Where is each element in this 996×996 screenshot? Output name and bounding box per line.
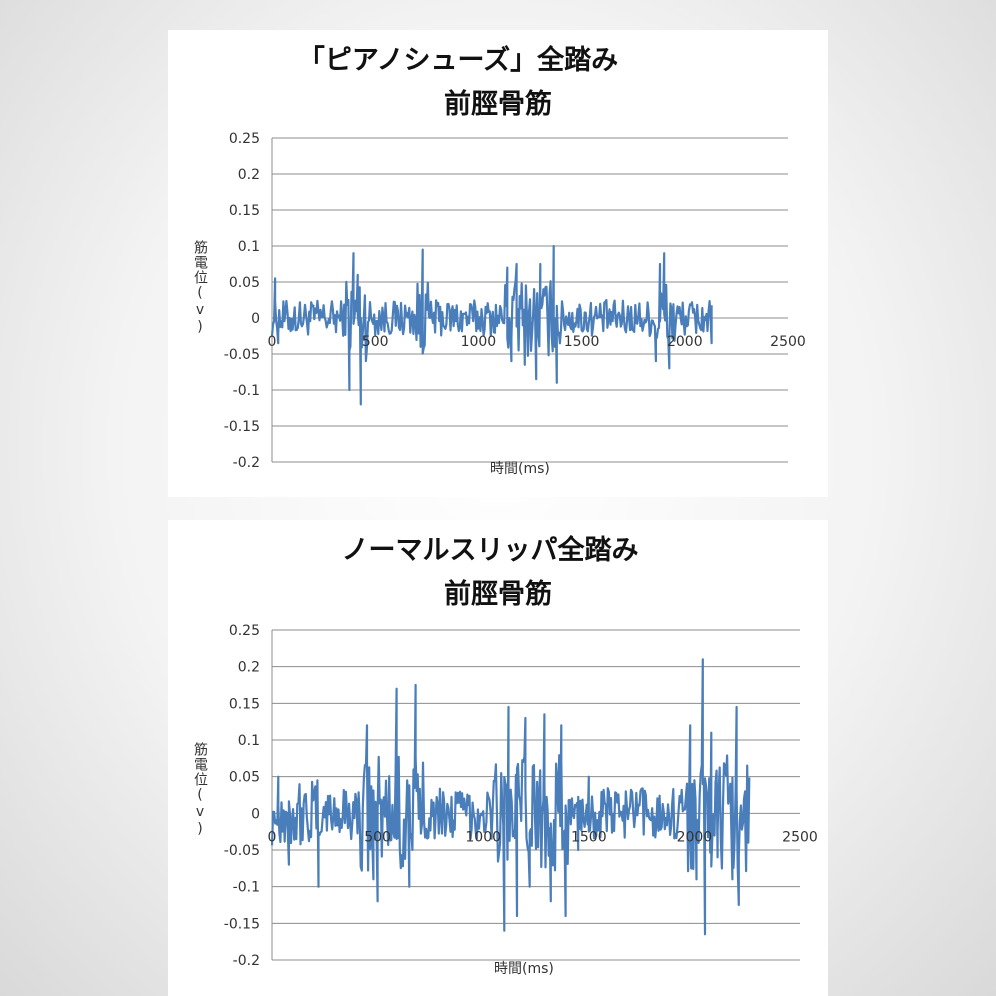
x-axis-label: 時間(ms) xyxy=(490,461,550,477)
y-tick-label: 0.2 xyxy=(238,660,260,676)
x-tick-label: 2500 xyxy=(770,334,806,350)
y-tick-label: -0.2 xyxy=(233,455,260,471)
x-tick-label: 1500 xyxy=(564,334,600,350)
y-tick-label: 0.2 xyxy=(238,167,260,183)
chart-panel-piano-shoes: 0.25 0.2 0.15 0.1 0.05 0 -0.05 -0.1 -0.15 -0.2 0 50… xyxy=(168,30,828,497)
y-tick-label: 0.25 xyxy=(229,131,260,147)
x-tick-label: 500 xyxy=(364,829,391,845)
y-tick-label: -0.15 xyxy=(224,916,260,932)
chart-title: ノーマルスリッパ全踏み xyxy=(341,535,639,566)
y-tick-label: 0.1 xyxy=(238,239,260,255)
chart-subtitle: 前脛骨筋 xyxy=(444,579,552,610)
series-line xyxy=(270,244,713,406)
y-tick-label: 0.15 xyxy=(229,203,260,219)
series-line xyxy=(270,658,751,936)
y-tick-label: 0.05 xyxy=(229,770,260,786)
emg-chart-1: 0.25 0.2 0.15 0.1 0.05 0 -0.05 -0.1 -0.15 -0.2 0 50… xyxy=(224,131,806,471)
x-tick-label: 0 xyxy=(268,334,277,350)
x-tick-label: 2000 xyxy=(677,829,713,845)
chart-panel-normal-slippers: 0.25 0.2 0.15 0.1 0.05 0 -0.05 -0.1 -0.15 -0.2 0 50… xyxy=(168,520,828,996)
x-tick-label: 2000 xyxy=(667,334,703,350)
emg-chart-2: 0.25 0.2 0.15 0.1 0.05 0 -0.05 -0.1 -0.15 -0.2 0 50… xyxy=(224,623,818,969)
y-tick-label: 0.1 xyxy=(238,733,260,749)
y-tick-label: -0.1 xyxy=(233,880,260,896)
chart-subtitle: 前脛骨筋 xyxy=(444,89,552,120)
x-tick-label: 500 xyxy=(362,334,389,350)
x-axis-label: 時間(ms) xyxy=(494,961,554,977)
x-tick-label: 2500 xyxy=(782,829,818,845)
y-tick-label: 0.15 xyxy=(229,696,260,712)
y-tick-label: -0.2 xyxy=(233,953,260,969)
y-tick-label: -0.05 xyxy=(224,843,260,859)
chart-title: 「ピアノシューズ」全踏み xyxy=(297,45,619,76)
y-tick-label: 0.25 xyxy=(229,623,260,639)
y-axis-label: 筋電位(v) xyxy=(192,742,208,838)
y-tick-label: -0.15 xyxy=(224,419,260,435)
y-tick-label: -0.05 xyxy=(224,347,260,363)
y-tick-label: -0.1 xyxy=(233,383,260,399)
x-tick-label: 1500 xyxy=(571,829,607,845)
y-axis-label: 筋電位(v) xyxy=(192,240,208,336)
y-tick-label: 0 xyxy=(251,311,260,327)
y-tick-label: 0 xyxy=(251,806,260,822)
x-tick-label: 1000 xyxy=(465,829,501,845)
x-tick-label: 0 xyxy=(268,829,277,845)
y-tick-label: 0.05 xyxy=(229,275,260,291)
x-tick-label: 1000 xyxy=(461,334,497,350)
